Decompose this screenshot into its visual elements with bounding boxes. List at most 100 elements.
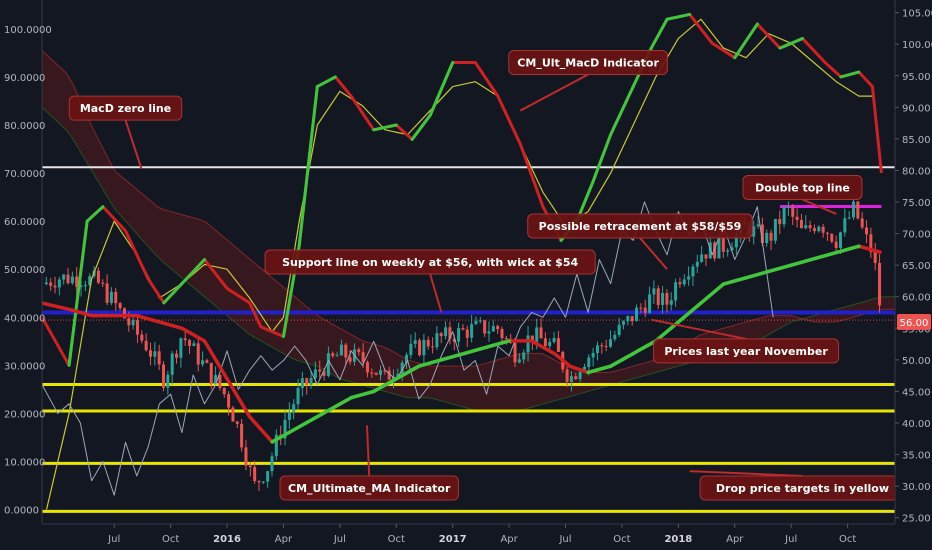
series-ma-rising: [371, 377, 399, 394]
candle-body: [49, 282, 53, 286]
candle-body: [526, 335, 530, 353]
candle-body: [726, 250, 730, 252]
candle-body: [713, 242, 717, 259]
candle-body: [773, 218, 777, 241]
right-tick-label: 30.00: [902, 482, 931, 493]
candle-body: [127, 318, 131, 326]
candle-body: [413, 340, 417, 344]
x-tick-label: Oct: [162, 534, 179, 545]
candle-body: [409, 343, 413, 355]
candle-body: [608, 339, 612, 347]
indicator-series: [40, 12, 883, 510]
candle-body: [426, 339, 430, 347]
candle-body: [717, 237, 721, 259]
series-macd-rising: [591, 133, 613, 185]
candle-body: [517, 359, 521, 363]
candle-body: [261, 481, 265, 483]
candle-body: [192, 343, 196, 346]
series-ma-rising: [789, 257, 816, 267]
annotation-box-double_top: [742, 174, 863, 200]
annotation-label-macd_zero: MacD zero line: [80, 102, 171, 115]
candle-body: [439, 333, 443, 337]
candle-body: [825, 232, 829, 234]
candle-body: [474, 320, 478, 325]
x-tick-label: Apr: [500, 534, 518, 545]
candle-body: [873, 252, 877, 263]
candle-body: [322, 371, 326, 376]
candle-body: [326, 353, 330, 376]
candle-body: [309, 377, 313, 385]
candle-body: [478, 320, 482, 322]
candle-body: [344, 344, 348, 358]
right-tick-label: 25.00: [902, 514, 931, 525]
series-macd-rising: [778, 36, 804, 50]
candle-body: [118, 303, 122, 309]
left-tick-label: 100.0000: [4, 25, 52, 36]
candle-body: [431, 346, 435, 348]
candle-body: [821, 226, 825, 233]
candle-body: [405, 354, 409, 363]
candle-body: [88, 276, 92, 286]
candle-body: [201, 360, 205, 365]
candle-body: [852, 201, 856, 218]
candle-body: [218, 375, 222, 388]
candle-body: [244, 447, 248, 466]
series-ma-rising: [281, 421, 308, 438]
candle-body: [44, 282, 48, 285]
series-macd-rising: [180, 258, 206, 286]
candle-body: [600, 345, 604, 347]
candle-body: [339, 344, 343, 356]
right-tick-label: 105.00: [902, 9, 932, 20]
candle-body: [365, 362, 369, 373]
annotation-label-cm_macd: CM_Ult_MacD Indicator: [517, 56, 659, 69]
candle-body: [109, 291, 113, 303]
series-ma-rising: [304, 408, 331, 425]
candle-body: [188, 340, 192, 346]
series-macd-rising: [428, 60, 455, 117]
candle-body: [396, 373, 400, 377]
x-tick-label: 2016: [213, 534, 241, 545]
current-price-label: 56.00: [900, 318, 929, 329]
candle-body: [804, 225, 808, 229]
series-macd-rising: [162, 282, 184, 305]
series-ma-rising: [766, 263, 793, 274]
candle-body: [222, 387, 226, 395]
candle-body: [392, 376, 396, 380]
right-tick-label: 60.00: [902, 293, 931, 304]
candle-body: [626, 316, 630, 322]
series-macd-rising: [609, 85, 635, 137]
candle-body: [248, 465, 252, 468]
series-ma-rising: [834, 244, 861, 255]
x-tick-label: Oct: [839, 534, 856, 545]
candle-body: [348, 357, 352, 362]
candle-body: [335, 355, 339, 357]
right-tick-label: 70.00: [902, 230, 931, 241]
candle-body: [235, 421, 239, 424]
annotation-label-cm_ma: CM_Ultimate_MA Indicator: [288, 482, 451, 495]
right-tick-label: 35.00: [902, 451, 931, 462]
candle-body: [157, 351, 161, 365]
right-tick-label: 90.00: [902, 103, 931, 114]
left-tick-label: 0.0000: [4, 506, 39, 517]
candle-body: [678, 282, 682, 285]
series-macd-rising: [297, 85, 319, 247]
annotation-box-cm_ma: [279, 475, 459, 501]
candle-body: [487, 331, 491, 334]
candle-body: [253, 467, 257, 482]
candle-body: [504, 337, 508, 339]
candle-body: [700, 254, 704, 262]
candle-body: [543, 338, 547, 347]
candle-body: [287, 412, 291, 420]
candle-body: [166, 374, 170, 388]
candle-body: [552, 338, 556, 343]
candle-body: [830, 233, 834, 242]
annotation-box-support: [264, 249, 596, 275]
x-tick-label: Oct: [388, 534, 405, 545]
candle-body: [695, 261, 699, 267]
candle-body: [296, 388, 300, 405]
candle-body: [587, 357, 591, 367]
candle-body: [730, 247, 734, 251]
right-axis-panel: [895, 0, 932, 550]
candle-body: [122, 308, 126, 319]
